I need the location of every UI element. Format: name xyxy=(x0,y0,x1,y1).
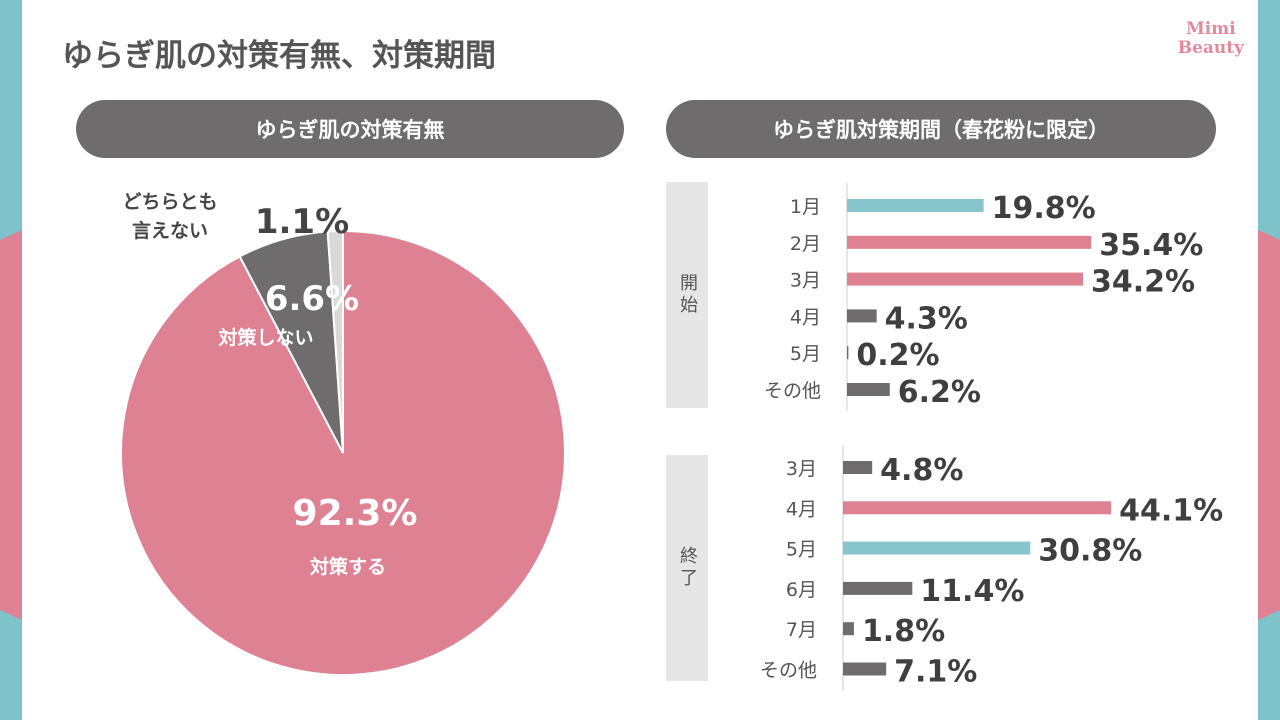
bar-value-label: 1.8% xyxy=(862,614,945,649)
category-label: 6月 xyxy=(786,579,817,601)
bar xyxy=(843,461,873,474)
category-label: 7月 xyxy=(786,619,817,641)
page-title: ゆらぎ肌の対策有無、対策期間 xyxy=(62,38,496,74)
bar-chart-title: ゆらぎ肌対策期間（春花粉に限定） xyxy=(666,100,1216,158)
bar xyxy=(843,662,887,676)
bar xyxy=(847,235,1092,249)
pie-slice-2 xyxy=(326,229,344,454)
bar xyxy=(847,309,877,323)
category-label: その他 xyxy=(764,380,821,402)
category-label: 4月 xyxy=(790,306,821,328)
bar xyxy=(843,501,1112,515)
bar-value-label: 0.2% xyxy=(856,338,939,373)
pie-value-label-0: 92.3% xyxy=(293,493,418,534)
bar xyxy=(847,272,1083,286)
bar-value-label: 35.4% xyxy=(1099,228,1203,263)
pie-category-label-0: 対策する xyxy=(309,555,386,578)
category-label: 5月 xyxy=(786,539,817,561)
bar-value-label: 19.8% xyxy=(992,191,1096,226)
bar-value-label: 6.2% xyxy=(898,375,981,410)
pie-value-label-2: 1.1% xyxy=(255,202,349,242)
bar xyxy=(843,581,913,595)
pie-category-label-1: 対策しない xyxy=(217,326,313,349)
bar xyxy=(847,346,849,360)
bar xyxy=(847,199,984,212)
group-label-start: 開始 xyxy=(666,182,708,408)
bar xyxy=(843,622,854,636)
bar xyxy=(843,541,1031,555)
pie-chart-title: ゆらぎ肌の対策有無 xyxy=(76,100,624,158)
bar-value-label: 4.8% xyxy=(880,453,963,488)
pie-category-label-2a: どちらとも xyxy=(122,191,217,213)
category-label: 2月 xyxy=(790,233,821,255)
group-label-end: 終了 xyxy=(666,455,708,681)
category-label: 5月 xyxy=(790,343,821,365)
category-label: 3月 xyxy=(786,458,817,480)
category-label: 4月 xyxy=(786,498,817,520)
category-label: 1月 xyxy=(790,196,821,218)
bar-value-label: 7.1% xyxy=(894,655,977,690)
pie-value-label-1: 6.6% xyxy=(265,279,359,319)
bar-value-label: 4.3% xyxy=(885,301,968,336)
bar-value-label: 11.4% xyxy=(920,574,1024,609)
pie-category-label-2b: 言えない xyxy=(132,219,208,242)
brand-logo: Mimi Beauty xyxy=(1177,19,1244,58)
bar-value-label: 34.2% xyxy=(1091,265,1195,300)
bar xyxy=(847,383,890,396)
category-label: 3月 xyxy=(790,270,821,292)
category-label: その他 xyxy=(760,660,817,682)
bar-value-label: 30.8% xyxy=(1038,534,1142,569)
bar-value-label: 44.1% xyxy=(1119,493,1223,528)
